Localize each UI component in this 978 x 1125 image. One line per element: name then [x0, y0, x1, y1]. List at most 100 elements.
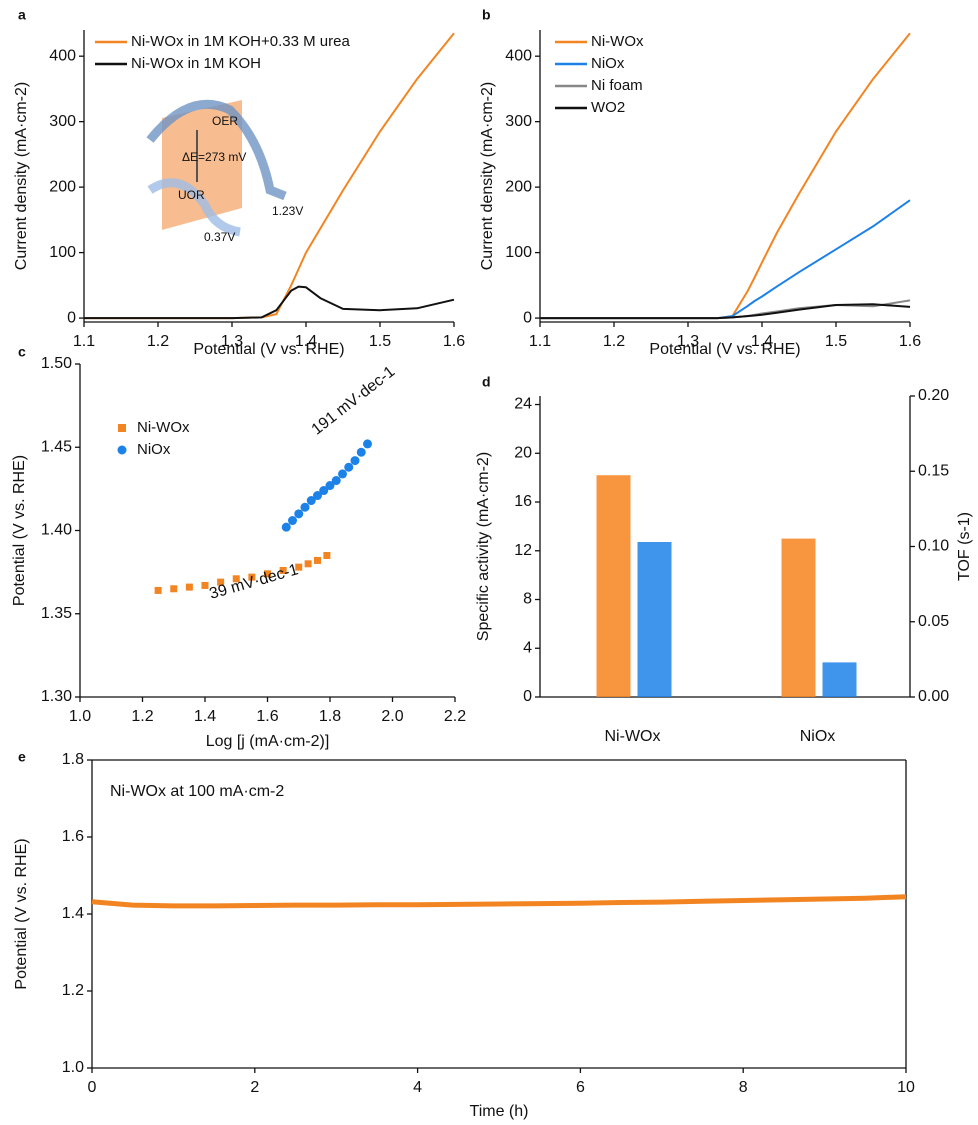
- annotation: 39 mV·dec-1: [208, 561, 301, 603]
- x-tick-label: 1.5: [825, 333, 847, 350]
- x-tick-label: 1.4: [194, 708, 216, 725]
- y2-tick-label: 0.15: [918, 462, 949, 479]
- y-tick-label: 0: [67, 309, 76, 326]
- data-point: [306, 496, 316, 506]
- y-tick-label: 200: [505, 178, 532, 195]
- data-point: [304, 560, 312, 568]
- data-point: [279, 566, 287, 574]
- legend-label: WO2: [591, 99, 625, 116]
- bar: [822, 662, 857, 697]
- y-tick-label: 200: [49, 178, 76, 195]
- x-tick-label: 1.8: [319, 708, 341, 725]
- x-tick-label: 4: [413, 1079, 422, 1096]
- y-tick-label: 24: [514, 396, 532, 413]
- data-point: [170, 585, 178, 593]
- data-point: [300, 502, 310, 512]
- data-line: [540, 199, 911, 320]
- x-tick-label: 1.3: [677, 333, 699, 350]
- y-axis-label: Current density (mA·cm-2): [479, 82, 496, 270]
- data-point: [363, 439, 372, 449]
- legend-label: NiOx: [591, 55, 625, 72]
- bar: [637, 541, 672, 697]
- data-line: [540, 299, 911, 320]
- y-tick-label: 0: [523, 309, 532, 326]
- y-tick-label: 100: [505, 244, 532, 261]
- x-tick-label: 1.6: [256, 708, 278, 725]
- x-tick-label: 1.6: [443, 333, 465, 350]
- data-point: [344, 462, 354, 472]
- y-tick-label: 400: [505, 47, 532, 64]
- y-tick-label: 0: [523, 688, 532, 705]
- x-tick-label: 0: [88, 1079, 97, 1096]
- y-axis-label: Specific activity (mA·cm-2): [475, 452, 492, 641]
- data-point: [313, 491, 322, 501]
- panel-label: e: [18, 749, 26, 765]
- y-tick-label: 1.8: [62, 751, 84, 768]
- legend-label: Ni-WOx in 1M KOH+0.33 M urea: [131, 33, 350, 50]
- x-tick-label: 1.4: [295, 333, 317, 350]
- inset-arrow: [146, 99, 287, 201]
- x-tick-label: 2.0: [381, 708, 403, 725]
- x-axis-label: Potential (V vs. RHE): [193, 341, 344, 358]
- annotation: ΔE=273 mV: [182, 150, 246, 164]
- panel-label: b: [482, 7, 491, 23]
- data-point: [154, 586, 162, 594]
- annotation: 0.37V: [204, 230, 235, 244]
- data-point: [331, 476, 341, 486]
- annotation: 191 mV·dec-1: [309, 363, 399, 438]
- data-point: [264, 570, 271, 578]
- x-tick-label: 10: [897, 1079, 915, 1096]
- legend-marker: [117, 445, 127, 455]
- data-line: [91, 894, 907, 909]
- y-tick-label: 1.6: [62, 828, 84, 845]
- x-tick-label: 2.2: [444, 708, 466, 725]
- x-axis-label: Log [j (mA·cm-2)]: [206, 733, 330, 750]
- data-point: [217, 578, 225, 586]
- bar: [596, 475, 631, 697]
- y-tick-label: 300: [49, 113, 76, 130]
- y-tick-label: 1.35: [41, 605, 72, 622]
- x-tick-label: 1.2: [131, 708, 153, 725]
- y-axis-label: Potential (V vs. RHE): [11, 455, 28, 606]
- data-point: [295, 563, 303, 571]
- y-tick-label: 300: [505, 113, 532, 130]
- y2-axis-label: TOF (s-1): [956, 512, 973, 581]
- data-point: [201, 581, 209, 589]
- x-tick-label: 8: [739, 1079, 748, 1096]
- data-point: [323, 551, 331, 559]
- y2-tick-label: 0.10: [918, 538, 949, 555]
- legend-label: Ni-WOx: [137, 419, 190, 436]
- x-tick-label: 2: [250, 1079, 259, 1096]
- y-tick-label: 100: [49, 244, 76, 261]
- data-point: [185, 583, 193, 591]
- panel-label: c: [18, 344, 26, 360]
- y-tick-label: 1.2: [62, 982, 84, 999]
- x-tick-label: 1.1: [529, 333, 551, 350]
- x-tick-label: 6: [576, 1079, 585, 1096]
- data-point: [314, 556, 321, 564]
- data-point: [232, 575, 240, 583]
- x-tick-label: 1.1: [73, 333, 95, 350]
- legend-label: Ni foam: [591, 77, 643, 94]
- inset-arrow: [147, 178, 241, 237]
- category-label: NiOx: [800, 728, 836, 745]
- data-point: [294, 509, 304, 519]
- panel-label: d: [482, 374, 491, 390]
- data-point: [319, 486, 329, 496]
- x-axis-label: Potential (V vs. RHE): [649, 341, 800, 358]
- y-tick-label: 400: [49, 47, 76, 64]
- x-tick-label: 1.5: [369, 333, 391, 350]
- data-point: [356, 447, 366, 457]
- y-tick-label: 1.30: [41, 688, 72, 705]
- y-tick-label: 4: [523, 639, 532, 656]
- data-point: [325, 481, 335, 491]
- legend-label: Ni-WOx in 1M KOH: [131, 55, 261, 72]
- y-tick-label: 16: [514, 493, 532, 510]
- y-tick-label: 1.40: [41, 522, 72, 539]
- y-axis-label: Potential (V vs. RHE): [13, 838, 30, 989]
- annotation: OER: [212, 114, 238, 128]
- data-line: [84, 285, 455, 320]
- x-tick-label: 1.2: [603, 333, 625, 350]
